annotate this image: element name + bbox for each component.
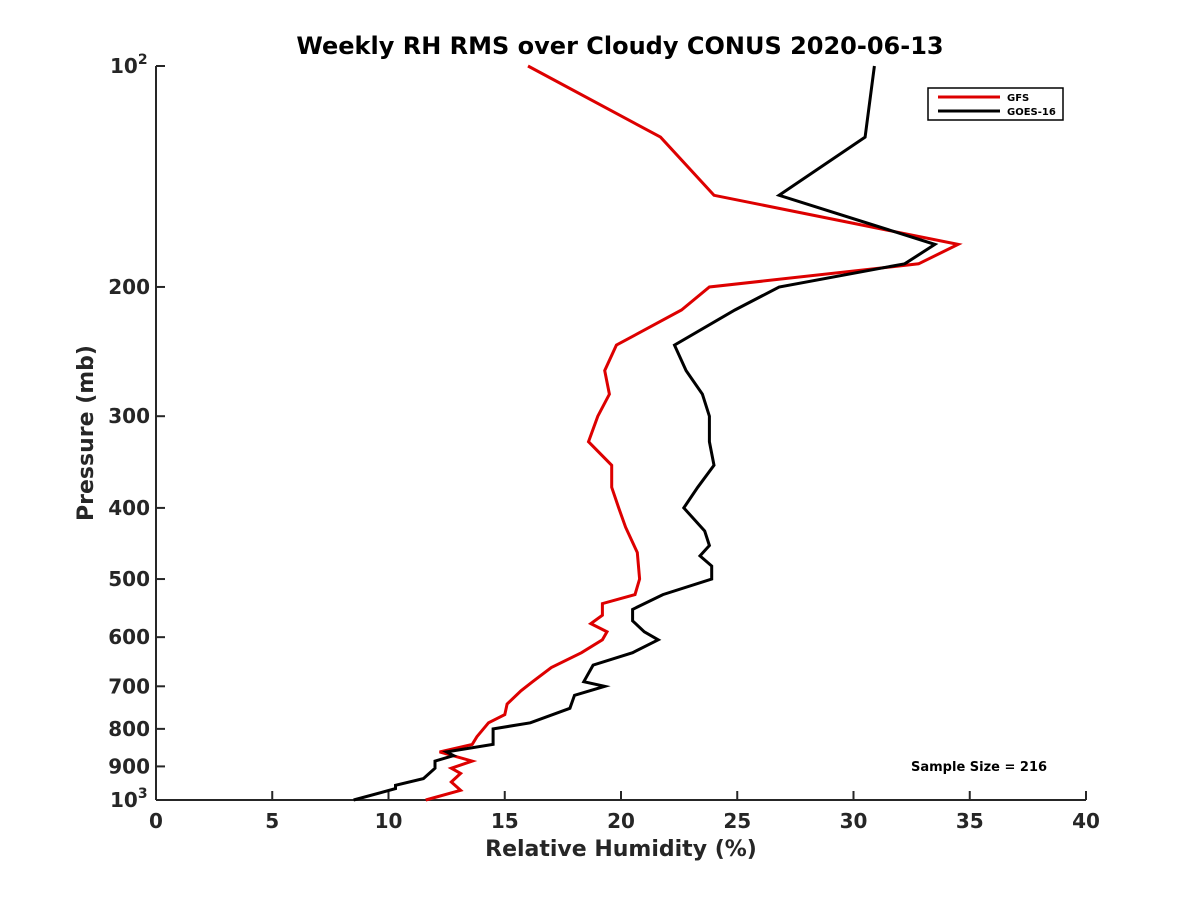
y-tick-label-exponent: 2	[138, 52, 148, 68]
x-axis-ticks: 0 5 10 15 20 25 30 35 40	[149, 791, 1100, 833]
y-tick-label-base: 400	[108, 496, 150, 520]
series-line-goes-16	[353, 65, 939, 802]
x-tick-label: 0	[149, 809, 163, 833]
x-tick-label: 25	[723, 809, 751, 833]
y-tick-label: 103	[110, 786, 148, 812]
x-tick-label: 40	[1072, 809, 1100, 833]
y-tick-label: 600	[108, 625, 150, 649]
x-axis-label: Relative Humidity (%)	[485, 837, 757, 862]
y-tick-label-exponent: 3	[138, 786, 148, 802]
y-tick-label: 900	[108, 754, 150, 778]
y-tick-label-base: 200	[108, 275, 150, 299]
legend-box	[927, 87, 1064, 121]
y-tick-label-base: 600	[108, 625, 150, 649]
y-tick-label-base: 700	[108, 674, 150, 698]
y-tick-label: 800	[108, 717, 150, 741]
x-tick-label: 10	[375, 809, 403, 833]
y-tick-label-base: 500	[108, 567, 150, 591]
x-tick-label: 5	[265, 809, 279, 833]
x-tick-label: 15	[491, 809, 519, 833]
x-tick-label: 30	[840, 809, 868, 833]
y-tick-label: 102	[110, 52, 148, 78]
y-tick-label: 300	[108, 404, 150, 428]
legend-label: GFS	[1007, 93, 1029, 104]
y-tick-label-base: 800	[108, 717, 150, 741]
y-tick-label: 700	[108, 674, 150, 698]
y-tick-label-base: 900	[108, 754, 150, 778]
sample-size-annotation: Sample Size = 216	[911, 760, 1047, 775]
x-tick-label: 20	[607, 809, 635, 833]
legend: GFS GOES-16	[927, 87, 1064, 121]
x-tick-label: 35	[956, 809, 984, 833]
legend-label: GOES-16	[1007, 107, 1056, 118]
series-line-gfs	[425, 64, 963, 802]
chart-title: Weekly RH RMS over Cloudy CONUS 2020-06-…	[296, 32, 943, 60]
y-tick-label-base: 300	[108, 404, 150, 428]
y-tick-label: 400	[108, 496, 150, 520]
y-tick-label: 200	[108, 275, 150, 299]
y-tick-label: 500	[108, 567, 150, 591]
y-tick-label-base: 10	[110, 788, 138, 812]
y-axis-label: Pressure (mb)	[74, 345, 99, 521]
series-lines	[353, 64, 963, 802]
y-tick-label-base: 10	[110, 54, 138, 78]
